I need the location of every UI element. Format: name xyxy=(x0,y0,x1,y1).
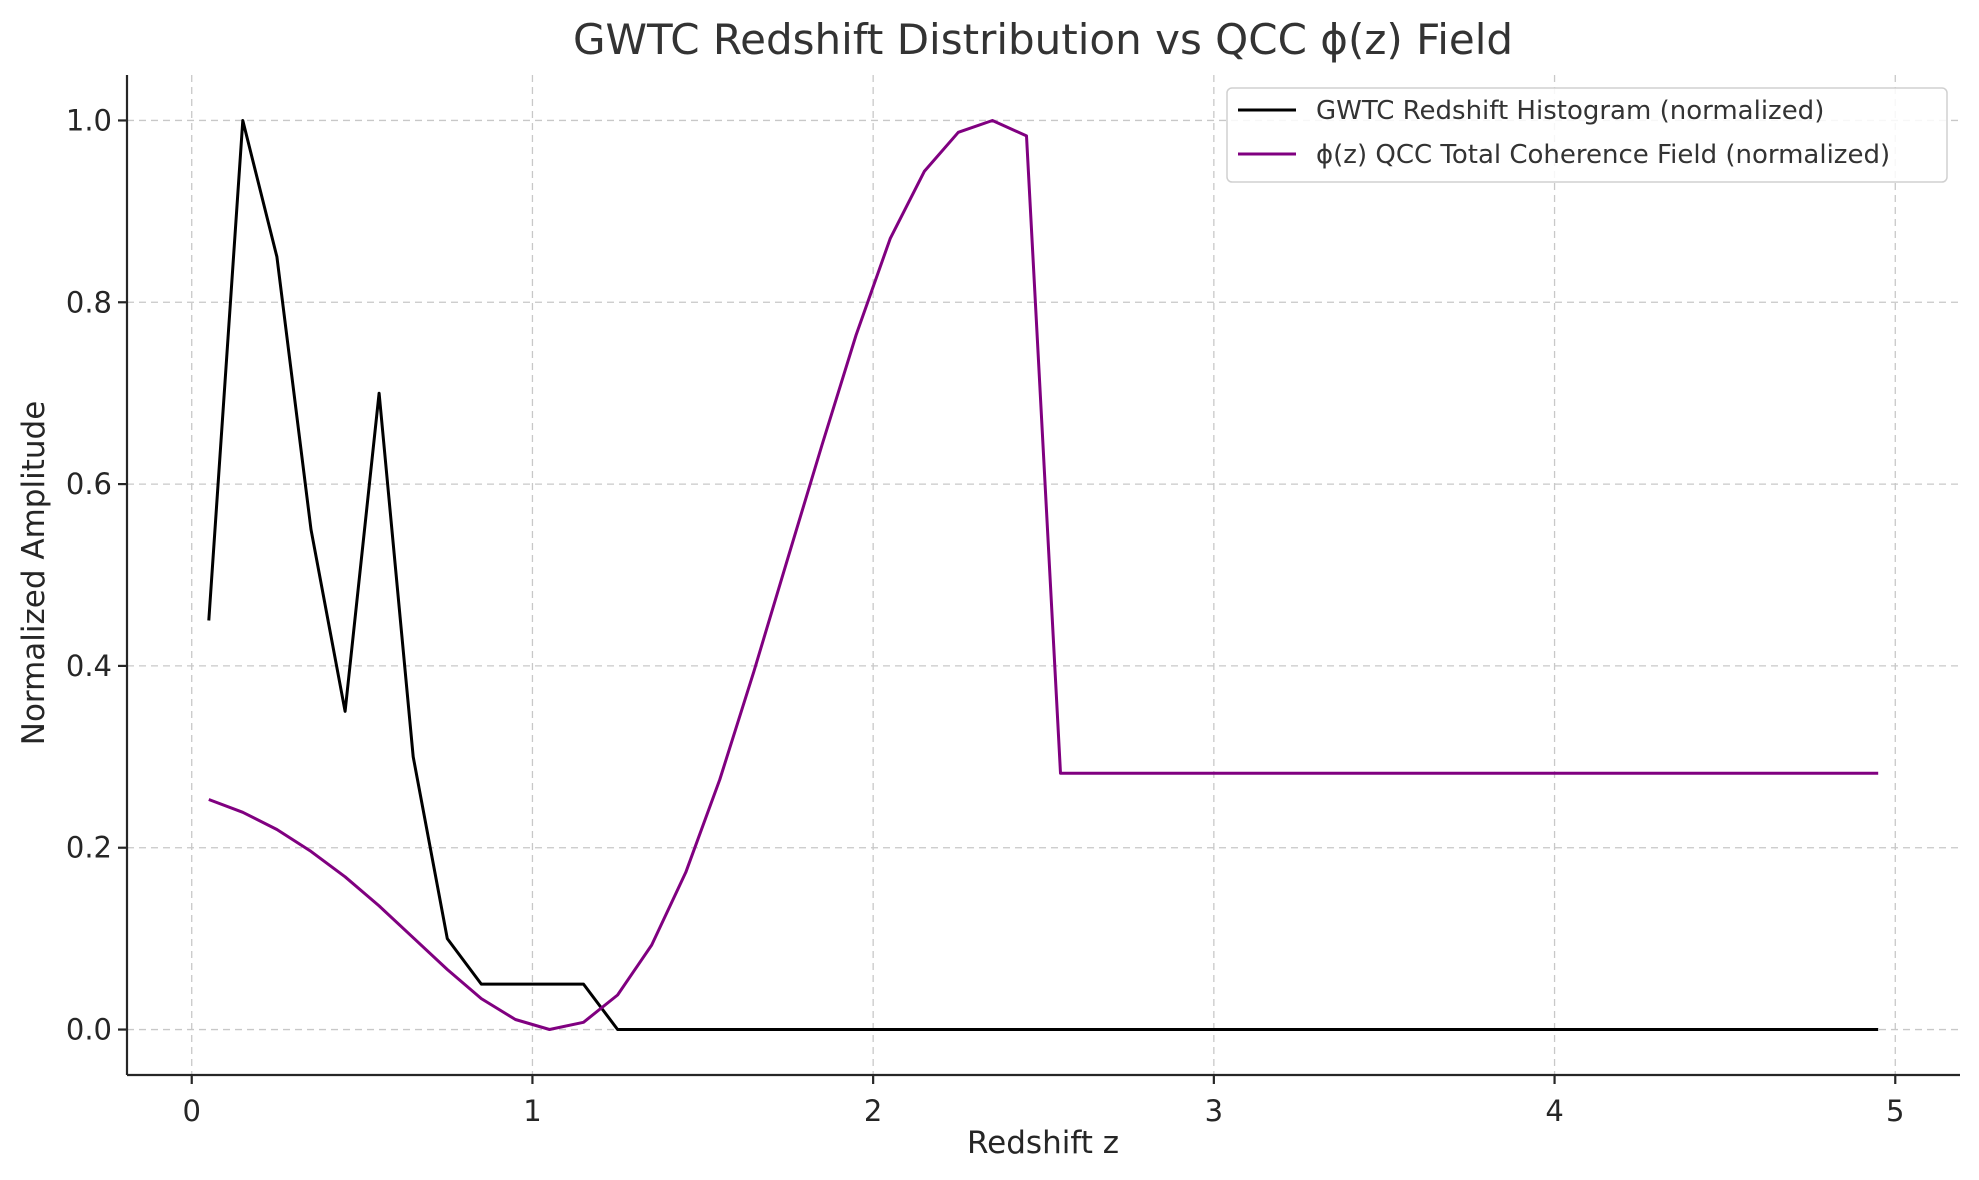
series-line-2 xyxy=(208,119,1879,1031)
legend-label-2: ϕ(z) QCC Total Coherence Field (normaliz… xyxy=(1316,140,1890,170)
y-tick-label: 1.0 xyxy=(66,103,112,137)
x-tick-label: 3 xyxy=(1205,1094,1223,1128)
y-tick-label: 0.6 xyxy=(66,467,112,501)
legend-label-1: GWTC Redshift Histogram (normalized) xyxy=(1316,96,1824,126)
y-axis-label: Normalized Amplitude xyxy=(16,401,52,746)
y-tick-label: 0.4 xyxy=(66,649,112,683)
x-tick-label: 2 xyxy=(864,1094,882,1128)
legend: GWTC Redshift Histogram (normalized) ϕ(z)… xyxy=(1226,87,1948,183)
y-tick-label: 0.8 xyxy=(66,285,112,319)
x-tick-label: 5 xyxy=(1886,1094,1904,1128)
y-tick-label: 0.2 xyxy=(66,831,112,865)
x-tick-label: 4 xyxy=(1545,1094,1563,1128)
legend-frame xyxy=(1226,87,1948,183)
y-tick-label: 0.0 xyxy=(66,1013,112,1047)
axes xyxy=(125,75,1960,1077)
grid xyxy=(127,75,1960,1075)
ticks: 0 1 2 3 4 5 0.0 0.2 0.4 0.6 0.8 1.0 xyxy=(66,103,1905,1128)
chart-title: GWTC Redshift Distribution vs QCC ϕ(z) F… xyxy=(573,15,1513,64)
x-axis-label: Redshift z xyxy=(967,1125,1119,1161)
series-line-1 xyxy=(207,119,1879,1031)
x-tick-label: 1 xyxy=(523,1094,541,1128)
x-tick-label: 0 xyxy=(183,1094,201,1128)
series-lines xyxy=(207,119,1879,1031)
